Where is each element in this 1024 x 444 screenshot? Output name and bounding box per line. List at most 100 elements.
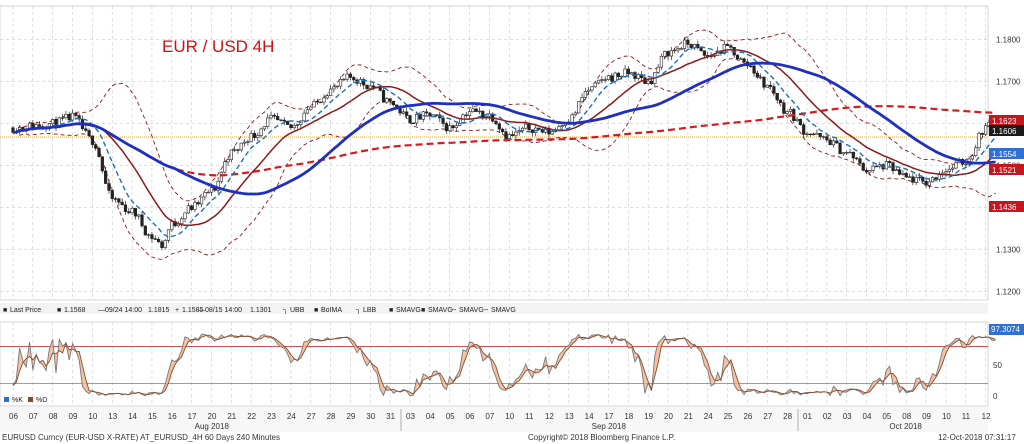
candle [338,78,343,87]
day-tick-label: 05 [882,412,891,421]
candle [325,95,329,99]
candle [289,124,293,129]
price-tick-label: 1.1800 [996,36,1021,45]
osc-badge [989,324,1024,335]
candle [431,114,435,117]
candle [759,76,763,79]
candle [51,119,55,124]
candle [507,134,511,139]
price-badge-label: 1.1521 [992,166,1017,175]
candle [395,104,399,107]
candle [365,84,369,89]
day-tick-label: 26 [743,412,752,421]
candle [659,55,664,68]
candle [233,149,237,151]
candle [577,101,581,114]
candle [11,127,15,133]
candle [788,108,793,112]
candle [524,123,528,129]
candle [246,141,250,143]
candle [673,49,677,52]
candle [302,112,306,122]
last-price-key-swatch: ■ [3,307,7,314]
candle [428,112,432,117]
candle [755,72,759,78]
candle [785,111,789,114]
day-tick-label: 01 [803,412,812,421]
candle [190,205,194,210]
candle [964,163,968,166]
candle [372,85,376,88]
candle [388,98,392,102]
day-tick-label: 05 [446,412,455,421]
candle [309,106,313,111]
legend-smavg-3-swatch: ╌ [452,307,457,314]
candle [77,115,81,120]
candle [821,136,826,138]
day-tick-label: 28 [327,412,336,421]
candle [557,126,561,131]
day-tick-label: 03 [406,412,415,421]
candle [510,134,515,136]
candle [123,204,128,212]
candle [527,123,531,131]
candle [851,151,855,159]
candle [328,88,333,97]
candle [689,44,693,49]
candle [345,73,349,80]
candle [699,47,703,52]
candle [947,168,951,172]
candle [166,229,171,241]
candle [514,131,518,136]
low-value: 1.1301 [250,307,272,314]
candle [37,124,42,127]
candle [236,149,240,151]
series-lbb [12,58,996,260]
day-tick-label: 21 [227,412,236,421]
month-label: Oct 2018 [889,422,922,431]
candle [725,43,730,46]
day-tick-label: 04 [426,412,435,421]
day-tick-label: 16 [168,412,177,421]
candle [216,180,220,191]
candle [401,111,405,114]
candle [368,85,372,89]
candle [676,48,680,51]
candle [646,80,650,84]
legend-lbb-swatch: ┐ [355,307,361,314]
candle [358,79,362,84]
candle [682,39,687,49]
price-badge [989,148,1024,159]
candle [679,48,683,50]
candle [749,65,753,68]
candle [87,130,91,137]
legend-smavg-2: SMAVG [428,307,453,314]
candle [752,65,756,74]
candle [977,133,981,149]
candle [104,170,108,184]
candle [825,136,829,141]
low-time: 08/15 14:00 [205,307,242,314]
candle [560,125,564,127]
time-axis: 06 07 08 09 10 13 14 15 16 17 20 21 22 23 24 27 28 29 30 31… [0,407,991,432]
day-tick-label: 15 [148,412,157,421]
candle [64,114,68,118]
candle [90,135,94,145]
legend-lbb: LBB [363,307,377,314]
day-tick-label: 11 [962,412,971,421]
candle [901,172,905,175]
candle [848,151,852,154]
day-tick-label: 23 [267,412,276,421]
footer-timestamp: 12-Oct-2018 07:31:17 [938,433,1016,442]
candle [927,181,932,186]
candle [739,58,743,60]
candle [276,115,280,121]
candle [137,214,141,217]
candle [884,161,888,170]
candle [696,44,700,49]
candle [729,45,733,48]
candle [170,221,174,231]
candle [904,172,908,178]
candle [663,51,667,57]
candle [818,132,822,138]
